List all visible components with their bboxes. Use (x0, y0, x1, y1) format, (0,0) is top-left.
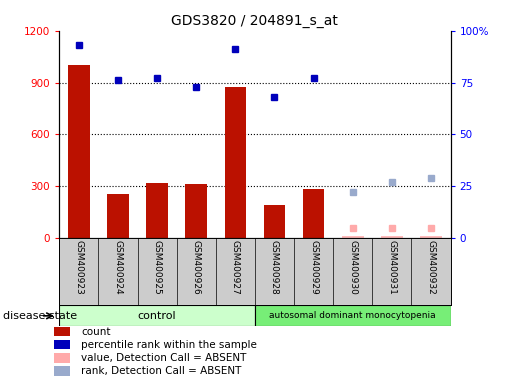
Text: control: control (138, 311, 176, 321)
Text: autosomal dominant monocytopenia: autosomal dominant monocytopenia (269, 311, 436, 320)
Text: value, Detection Call = ABSENT: value, Detection Call = ABSENT (81, 353, 247, 363)
Bar (68, 65, 90, 238)
Bar (264, 205, 285, 238)
Bar (146, 183, 168, 238)
Bar (342, 236, 364, 238)
Text: GSM400931: GSM400931 (387, 240, 397, 295)
Bar (303, 189, 324, 238)
Text: GSM400927: GSM400927 (231, 240, 240, 295)
Text: GSM400929: GSM400929 (309, 240, 318, 295)
Text: GSM400928: GSM400928 (270, 240, 279, 295)
Bar (381, 236, 403, 238)
Bar (54, 340, 70, 349)
Bar (420, 236, 442, 238)
Text: GSM400930: GSM400930 (348, 240, 357, 295)
Text: disease state: disease state (3, 311, 77, 321)
Bar (225, 87, 246, 238)
Bar (54, 353, 70, 362)
Text: GSM400926: GSM400926 (192, 240, 201, 295)
Text: GSM400923: GSM400923 (74, 240, 83, 295)
Bar (59, 305, 255, 326)
Text: count: count (81, 327, 111, 337)
Title: GDS3820 / 204891_s_at: GDS3820 / 204891_s_at (171, 14, 338, 28)
Bar (54, 327, 70, 336)
Text: GSM400925: GSM400925 (152, 240, 162, 295)
Text: GSM400924: GSM400924 (113, 240, 123, 295)
Bar (185, 184, 207, 238)
Bar (54, 366, 70, 376)
Text: GSM400932: GSM400932 (426, 240, 436, 295)
Bar (255, 305, 451, 326)
Text: rank, Detection Call = ABSENT: rank, Detection Call = ABSENT (81, 366, 242, 376)
Bar (107, 194, 129, 238)
Text: percentile rank within the sample: percentile rank within the sample (81, 340, 258, 350)
